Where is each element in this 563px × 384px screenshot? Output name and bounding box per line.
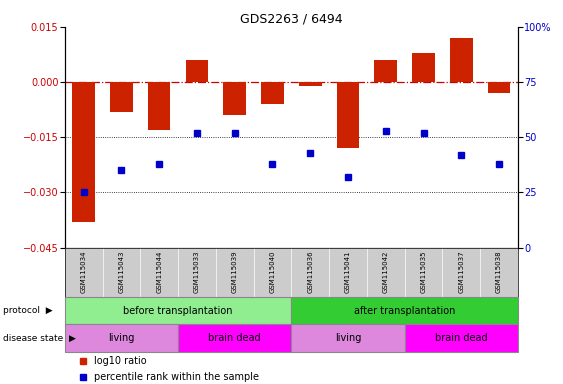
Text: living: living xyxy=(335,333,361,343)
Bar xyxy=(292,297,518,324)
Bar xyxy=(186,60,208,82)
Bar xyxy=(450,38,473,82)
Bar xyxy=(261,82,284,104)
Text: after transplantation: after transplantation xyxy=(354,306,455,316)
Bar xyxy=(412,53,435,82)
Text: before transplantation: before transplantation xyxy=(123,306,233,316)
Text: protocol  ▶: protocol ▶ xyxy=(3,306,52,315)
Text: GSM115040: GSM115040 xyxy=(270,250,275,293)
Text: GSM115041: GSM115041 xyxy=(345,250,351,293)
Bar xyxy=(110,82,133,111)
Text: GSM115033: GSM115033 xyxy=(194,250,200,293)
Text: log10 ratio: log10 ratio xyxy=(94,356,147,366)
Bar xyxy=(292,324,405,352)
Bar xyxy=(178,324,292,352)
Text: GSM115036: GSM115036 xyxy=(307,250,313,293)
Text: GSM115034: GSM115034 xyxy=(81,250,87,293)
Title: GDS2263 / 6494: GDS2263 / 6494 xyxy=(240,13,343,26)
Text: GSM115037: GSM115037 xyxy=(458,250,464,293)
Bar xyxy=(65,324,178,352)
Bar xyxy=(65,297,292,324)
Text: disease state  ▶: disease state ▶ xyxy=(3,334,75,343)
Text: percentile rank within the sample: percentile rank within the sample xyxy=(94,372,259,382)
Text: GSM115044: GSM115044 xyxy=(156,250,162,293)
Text: brain dead: brain dead xyxy=(435,333,488,343)
Text: GSM115042: GSM115042 xyxy=(383,250,389,293)
Bar xyxy=(148,82,171,130)
Bar xyxy=(72,82,95,222)
Text: living: living xyxy=(108,333,135,343)
Text: GSM115038: GSM115038 xyxy=(496,250,502,293)
Bar xyxy=(488,82,511,93)
Bar xyxy=(224,82,246,115)
Bar xyxy=(405,324,518,352)
Bar xyxy=(337,82,359,148)
Bar xyxy=(299,82,321,86)
Text: GSM115039: GSM115039 xyxy=(232,250,238,293)
Text: GSM115043: GSM115043 xyxy=(118,250,124,293)
Bar xyxy=(374,60,397,82)
Text: GSM115035: GSM115035 xyxy=(421,250,427,293)
Text: brain dead: brain dead xyxy=(208,333,261,343)
